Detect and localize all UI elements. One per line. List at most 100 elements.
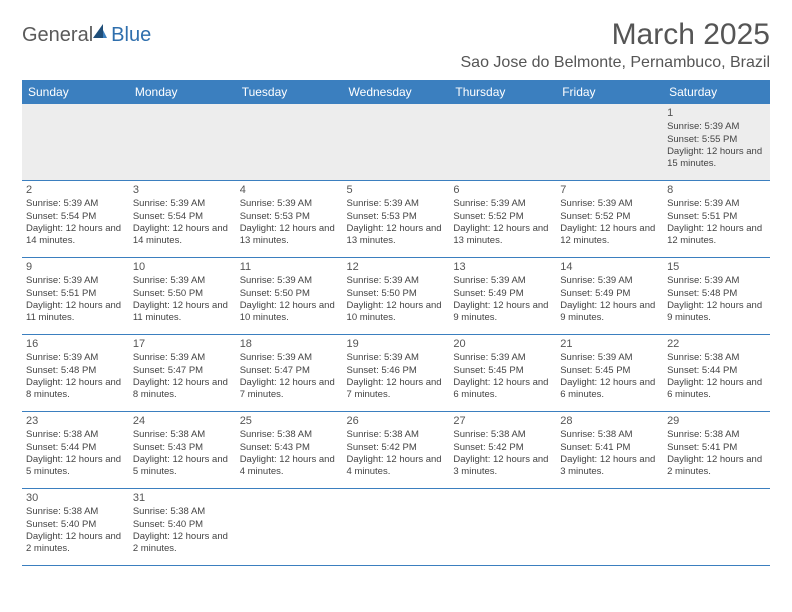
calendar-body: 1Sunrise: 5:39 AMSunset: 5:55 PMDaylight…	[22, 104, 770, 566]
sunset-line: Sunset: 5:54 PM	[26, 211, 125, 223]
day-number: 9	[26, 260, 125, 274]
daylight-line: Daylight: 12 hours and 11 minutes.	[26, 300, 125, 325]
daylight-line: Daylight: 12 hours and 12 minutes.	[667, 223, 766, 248]
page: General Blue March 2025 Sao Jose do Belm…	[0, 0, 792, 566]
day-of-week-header: Thursday	[449, 80, 556, 104]
day-number: 28	[560, 414, 659, 428]
sunset-line: Sunset: 5:48 PM	[26, 365, 125, 377]
sunrise-line: Sunrise: 5:39 AM	[453, 275, 552, 287]
sunset-line: Sunset: 5:40 PM	[133, 519, 232, 531]
sunrise-line: Sunrise: 5:39 AM	[26, 352, 125, 364]
calendar-cell: 3Sunrise: 5:39 AMSunset: 5:54 PMDaylight…	[129, 181, 236, 258]
day-number: 21	[560, 337, 659, 351]
day-number: 27	[453, 414, 552, 428]
calendar-cell: 14Sunrise: 5:39 AMSunset: 5:49 PMDayligh…	[556, 258, 663, 335]
day-number: 17	[133, 337, 232, 351]
sunrise-line: Sunrise: 5:39 AM	[453, 198, 552, 210]
calendar-cell-empty	[663, 489, 770, 566]
daylight-line: Daylight: 12 hours and 4 minutes.	[347, 454, 446, 479]
calendar-cell: 23Sunrise: 5:38 AMSunset: 5:44 PMDayligh…	[22, 412, 129, 489]
header: General Blue March 2025 Sao Jose do Belm…	[22, 18, 770, 72]
logo-text-blue: Blue	[111, 24, 151, 47]
sunset-line: Sunset: 5:51 PM	[26, 288, 125, 300]
logo-sail-icon	[93, 22, 107, 38]
sunrise-line: Sunrise: 5:39 AM	[133, 198, 232, 210]
day-of-week-header: Wednesday	[343, 80, 450, 104]
title-block: March 2025 Sao Jose do Belmonte, Pernamb…	[461, 18, 771, 72]
calendar-row: 2Sunrise: 5:39 AMSunset: 5:54 PMDaylight…	[22, 181, 770, 258]
sunrise-line: Sunrise: 5:39 AM	[560, 275, 659, 287]
daylight-line: Daylight: 12 hours and 5 minutes.	[26, 454, 125, 479]
sunset-line: Sunset: 5:52 PM	[453, 211, 552, 223]
daylight-line: Daylight: 12 hours and 10 minutes.	[240, 300, 339, 325]
day-number: 29	[667, 414, 766, 428]
daylight-line: Daylight: 12 hours and 2 minutes.	[26, 531, 125, 556]
sunrise-line: Sunrise: 5:39 AM	[347, 275, 446, 287]
day-number: 15	[667, 260, 766, 274]
logo-text-general: General	[22, 24, 93, 47]
daylight-line: Daylight: 12 hours and 5 minutes.	[133, 454, 232, 479]
sunset-line: Sunset: 5:43 PM	[240, 442, 339, 454]
calendar-cell-empty	[236, 489, 343, 566]
calendar-cell-empty	[22, 104, 129, 181]
calendar-cell: 30Sunrise: 5:38 AMSunset: 5:40 PMDayligh…	[22, 489, 129, 566]
sunrise-line: Sunrise: 5:38 AM	[453, 429, 552, 441]
sunset-line: Sunset: 5:50 PM	[240, 288, 339, 300]
calendar-row: 16Sunrise: 5:39 AMSunset: 5:48 PMDayligh…	[22, 335, 770, 412]
daylight-line: Daylight: 12 hours and 13 minutes.	[240, 223, 339, 248]
day-number: 13	[453, 260, 552, 274]
daylight-line: Daylight: 12 hours and 6 minutes.	[667, 377, 766, 402]
calendar-cell-empty	[449, 104, 556, 181]
calendar-cell: 7Sunrise: 5:39 AMSunset: 5:52 PMDaylight…	[556, 181, 663, 258]
calendar-cell: 31Sunrise: 5:38 AMSunset: 5:40 PMDayligh…	[129, 489, 236, 566]
month-title: March 2025	[461, 18, 771, 52]
sunset-line: Sunset: 5:41 PM	[560, 442, 659, 454]
calendar-cell: 8Sunrise: 5:39 AMSunset: 5:51 PMDaylight…	[663, 181, 770, 258]
day-number: 3	[133, 183, 232, 197]
day-number: 26	[347, 414, 446, 428]
day-number: 11	[240, 260, 339, 274]
calendar-cell: 13Sunrise: 5:39 AMSunset: 5:49 PMDayligh…	[449, 258, 556, 335]
calendar-cell: 22Sunrise: 5:38 AMSunset: 5:44 PMDayligh…	[663, 335, 770, 412]
calendar-cell-empty	[343, 489, 450, 566]
day-number: 25	[240, 414, 339, 428]
calendar-cell: 28Sunrise: 5:38 AMSunset: 5:41 PMDayligh…	[556, 412, 663, 489]
location: Sao Jose do Belmonte, Pernambuco, Brazil	[461, 54, 771, 72]
calendar-cell-empty	[449, 489, 556, 566]
sunrise-line: Sunrise: 5:39 AM	[240, 352, 339, 364]
sunrise-line: Sunrise: 5:39 AM	[133, 275, 232, 287]
daylight-line: Daylight: 12 hours and 12 minutes.	[560, 223, 659, 248]
daylight-line: Daylight: 12 hours and 13 minutes.	[453, 223, 552, 248]
sunrise-line: Sunrise: 5:39 AM	[26, 198, 125, 210]
calendar-row: 23Sunrise: 5:38 AMSunset: 5:44 PMDayligh…	[22, 412, 770, 489]
day-of-week-header: Tuesday	[236, 80, 343, 104]
calendar-cell: 29Sunrise: 5:38 AMSunset: 5:41 PMDayligh…	[663, 412, 770, 489]
calendar-cell: 5Sunrise: 5:39 AMSunset: 5:53 PMDaylight…	[343, 181, 450, 258]
sunrise-line: Sunrise: 5:38 AM	[667, 429, 766, 441]
calendar-cell: 6Sunrise: 5:39 AMSunset: 5:52 PMDaylight…	[449, 181, 556, 258]
calendar-cell-empty	[556, 489, 663, 566]
daylight-line: Daylight: 12 hours and 13 minutes.	[347, 223, 446, 248]
day-number: 16	[26, 337, 125, 351]
daylight-line: Daylight: 12 hours and 14 minutes.	[26, 223, 125, 248]
calendar-cell: 26Sunrise: 5:38 AMSunset: 5:42 PMDayligh…	[343, 412, 450, 489]
daylight-line: Daylight: 12 hours and 9 minutes.	[560, 300, 659, 325]
calendar-cell: 4Sunrise: 5:39 AMSunset: 5:53 PMDaylight…	[236, 181, 343, 258]
sunrise-line: Sunrise: 5:39 AM	[560, 198, 659, 210]
calendar-table: SundayMondayTuesdayWednesdayThursdayFrid…	[22, 80, 770, 566]
sunset-line: Sunset: 5:50 PM	[347, 288, 446, 300]
day-number: 30	[26, 491, 125, 505]
daylight-line: Daylight: 12 hours and 10 minutes.	[347, 300, 446, 325]
daylight-line: Daylight: 12 hours and 9 minutes.	[667, 300, 766, 325]
sunrise-line: Sunrise: 5:39 AM	[347, 352, 446, 364]
sunrise-line: Sunrise: 5:38 AM	[560, 429, 659, 441]
day-number: 4	[240, 183, 339, 197]
sunset-line: Sunset: 5:42 PM	[453, 442, 552, 454]
daylight-line: Daylight: 12 hours and 15 minutes.	[667, 146, 766, 171]
day-number: 23	[26, 414, 125, 428]
day-number: 14	[560, 260, 659, 274]
calendar-cell: 15Sunrise: 5:39 AMSunset: 5:48 PMDayligh…	[663, 258, 770, 335]
day-number: 19	[347, 337, 446, 351]
sunrise-line: Sunrise: 5:39 AM	[26, 275, 125, 287]
sunset-line: Sunset: 5:41 PM	[667, 442, 766, 454]
